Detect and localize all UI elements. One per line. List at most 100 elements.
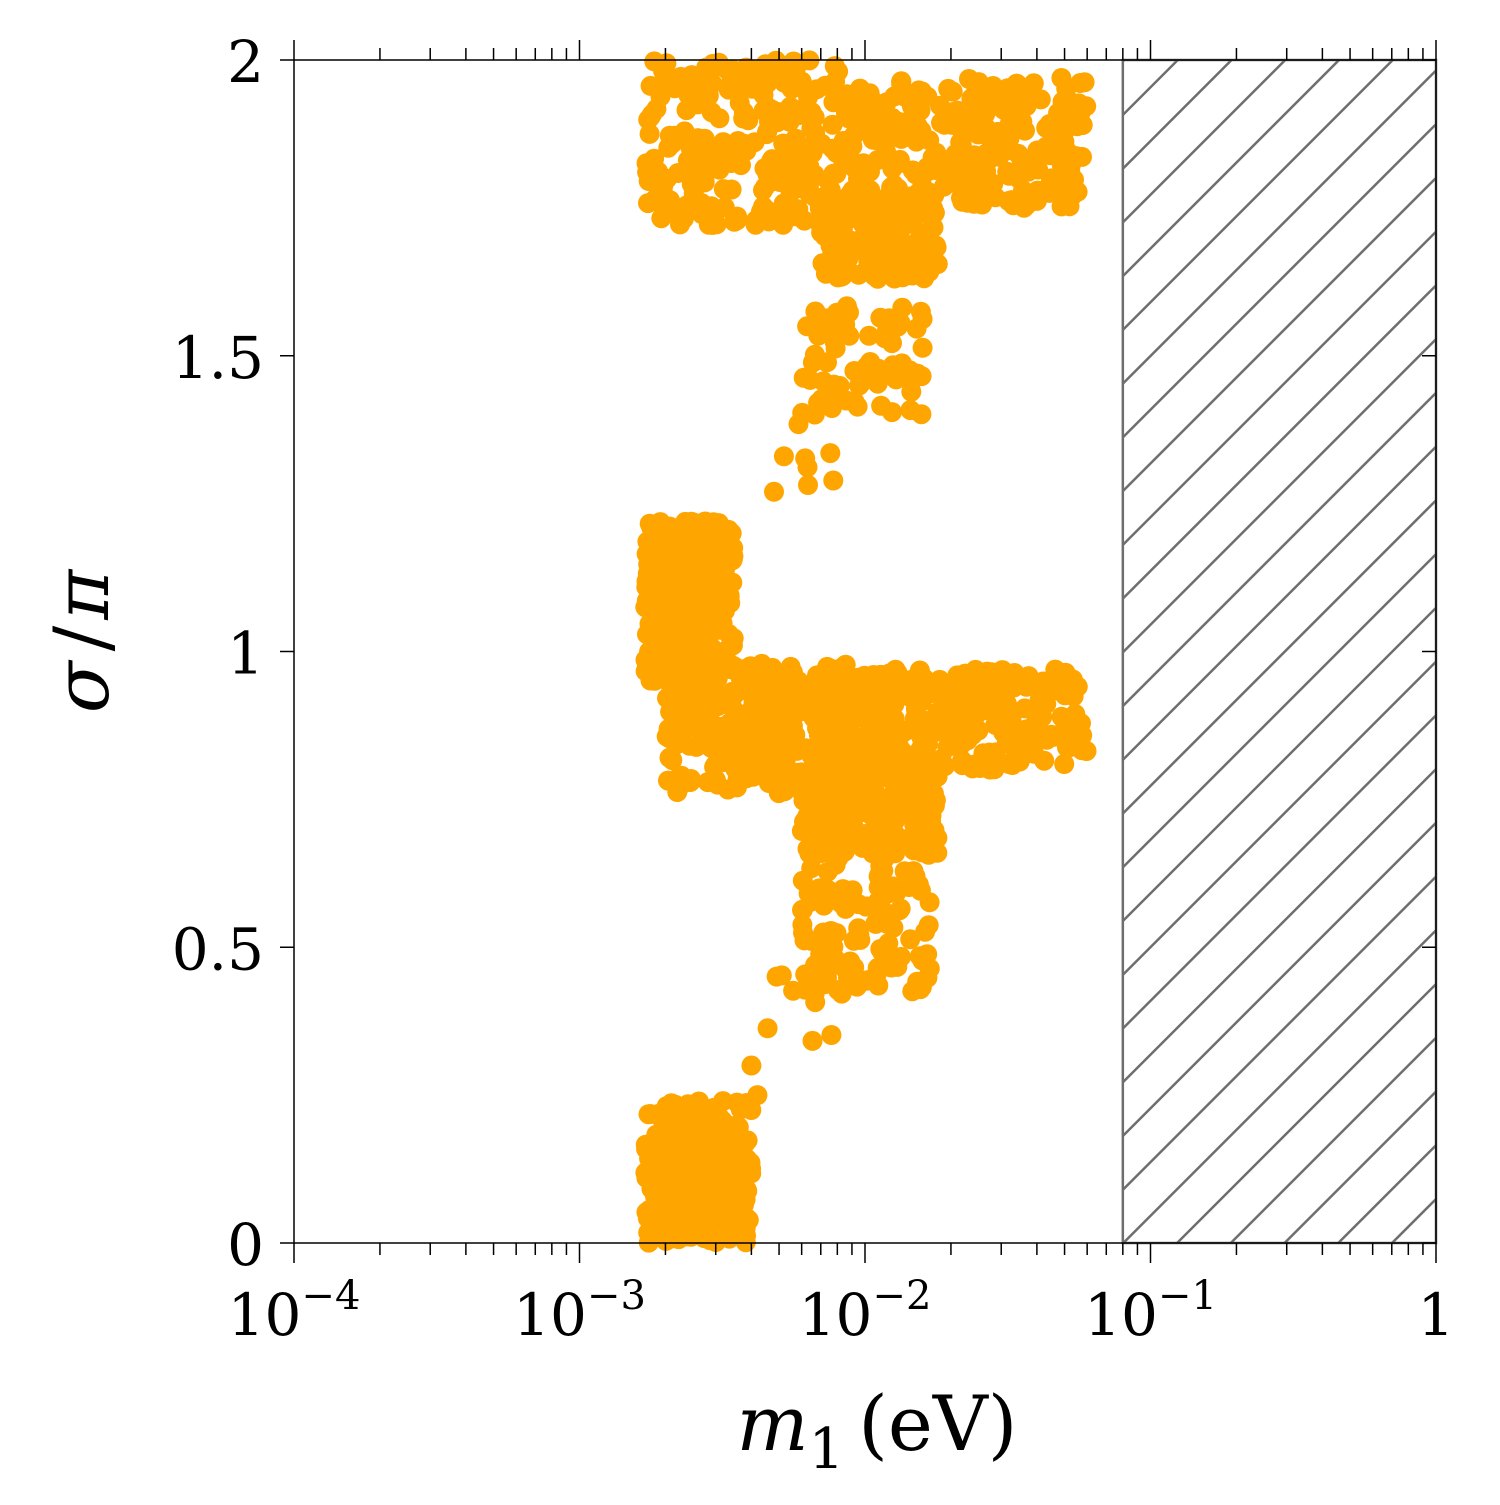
data-point [821,806,842,826]
data-point [851,188,871,209]
data-point [758,211,779,232]
x-tick-base: 1 [1418,1281,1455,1349]
data-point [635,661,656,682]
data-point [1008,143,1029,164]
data-point [661,1212,682,1233]
data-point [762,657,783,678]
data-point [798,475,818,495]
data-point [684,618,705,639]
data-point [1026,190,1047,211]
data-point [692,204,713,225]
data-point [1070,73,1091,93]
y-axis-title: σ / π [37,568,126,714]
data-point [848,87,869,108]
data-point [644,1159,665,1179]
data-point [792,914,813,935]
data-point [733,108,754,129]
data-point [830,835,851,856]
data-point [714,197,735,218]
data-point [917,782,938,803]
data-point [844,361,865,381]
data-point [1000,672,1021,693]
data-point [882,687,903,708]
data-point [954,730,975,751]
x-tick-label: 10−2 [799,1273,932,1349]
y-axis-denominator: π [37,568,126,621]
data-point [797,316,818,337]
data-point [721,70,742,91]
data-point [638,1104,659,1125]
x-axis-unit: (eV) [858,1379,1017,1468]
data-point [788,199,809,220]
data-point [842,767,863,788]
data-point [679,571,700,592]
data-point [659,607,679,628]
data-point [706,733,726,754]
x-tick-base: 10 [799,1281,873,1349]
data-point [648,178,669,199]
data-point [906,752,926,773]
data-point [793,367,814,388]
x-tick-label: 10−3 [513,1273,646,1349]
data-point [887,717,908,738]
data-point [681,65,702,86]
data-point [677,671,698,692]
data-point [676,519,697,540]
data-point [783,980,804,1001]
x-tick-label: 10−4 [228,1273,361,1349]
data-point [906,811,927,832]
data-point [910,233,931,254]
data-point [658,521,679,542]
data-point [808,832,829,852]
data-point [747,1085,768,1106]
data-point [873,956,894,977]
data-point [1023,73,1044,94]
data-point [731,719,752,740]
data-point [675,1099,696,1120]
data-point [687,708,707,728]
data-point [757,121,778,142]
data-point [830,316,851,337]
data-point [664,125,685,146]
data-point [814,974,835,995]
data-point [690,1171,711,1192]
data-point [692,172,713,193]
data-point [704,757,725,777]
data-point [1056,141,1077,161]
data-point [895,247,916,268]
data-point [1018,161,1039,182]
data-point [1009,75,1030,96]
data-point [836,892,857,913]
data-point [1016,96,1037,116]
data-point [859,325,879,346]
data-point [964,145,985,166]
data-point [1065,704,1086,725]
data-point [861,251,882,272]
data-point [888,310,909,331]
data-point [951,187,971,208]
data-point [917,843,938,864]
data-point [764,728,785,749]
data-point [887,763,907,784]
data-point [636,543,657,564]
data-point [670,214,690,235]
data-point [871,395,892,416]
data-point [870,228,890,249]
data-point [713,1206,734,1227]
x-tick-label: 1 [1418,1281,1455,1349]
data-point [667,775,688,796]
data-point [992,90,1012,111]
data-point [1001,712,1022,733]
data-point [900,929,921,950]
data-point [972,124,993,144]
data-point [948,115,969,136]
data-point [702,669,723,690]
excluded-region-hatch [1121,58,1438,1245]
data-point [698,84,719,105]
data-point [938,78,959,99]
data-point [902,160,923,181]
data-point [788,414,809,435]
data-point [1068,728,1088,749]
data-point [882,876,903,897]
data-point [715,1118,736,1139]
